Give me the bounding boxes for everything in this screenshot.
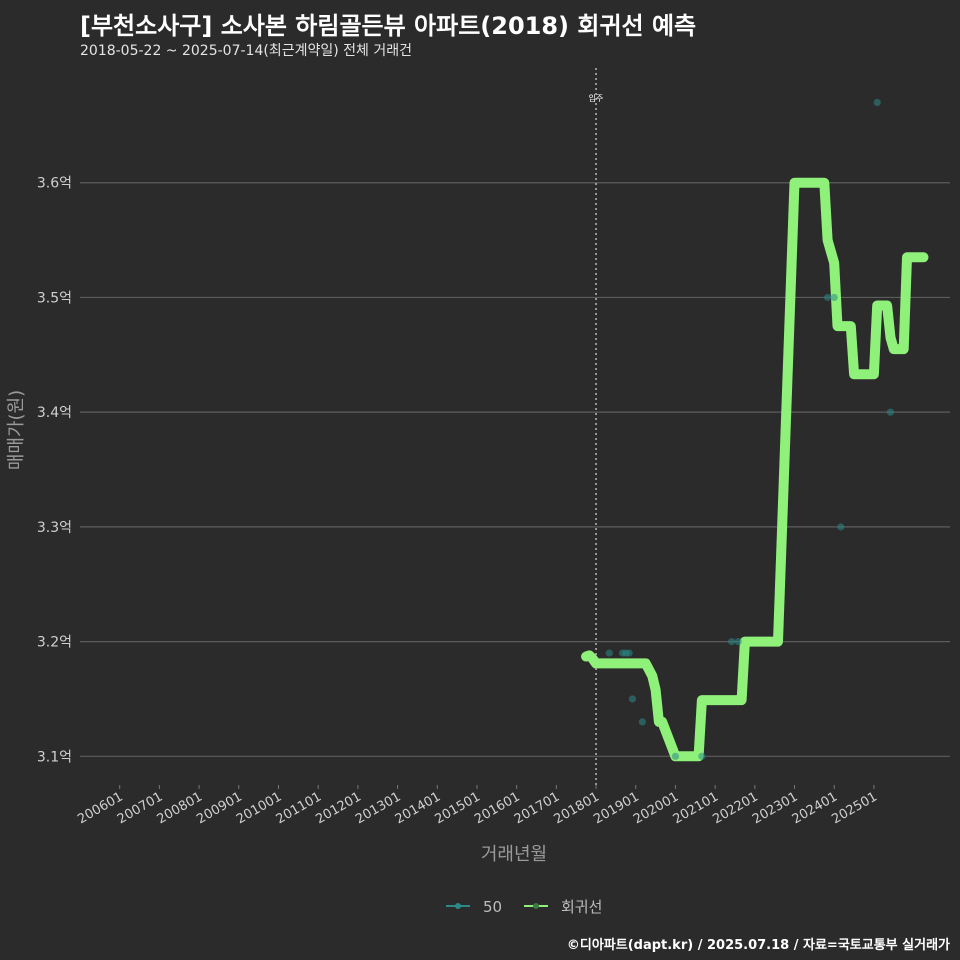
- legend-label: 50: [483, 898, 502, 916]
- scatter-point: [830, 293, 838, 302]
- legend-key-point: [533, 903, 539, 909]
- source-caption: ©디아파트(dapt.kr) / 2025.07.18 / 자료=국토교통부 실…: [566, 938, 950, 953]
- scatter-point: [698, 752, 706, 760]
- scatter-point: [837, 523, 845, 531]
- scatter-point: [605, 649, 613, 657]
- annotation-label: 입주: [589, 94, 604, 103]
- scatter-point: [671, 752, 680, 760]
- chart-subtitle: 2018-05-22 ~ 2025-07-14(최근계약일) 전체 거래건: [80, 43, 412, 59]
- scatter-point: [824, 293, 832, 302]
- legend-key-point: [455, 903, 461, 909]
- x-axis-title: 거래년월: [481, 844, 547, 865]
- scatter-point: [638, 718, 646, 726]
- scatter-point: [886, 408, 895, 416]
- regression-line: [581, 177, 929, 762]
- y-tick-label: 3.3억: [37, 520, 72, 536]
- regression-line-layer: [581, 177, 929, 762]
- scatter-point: [734, 638, 742, 646]
- y-tick-label-layer: 3.1억 3.2억 3.3억 3.4억 3.5억 3.6억: [37, 176, 72, 766]
- x-tick-label: 202501: [829, 789, 879, 827]
- y-axis-title: 매매가(원): [6, 390, 27, 470]
- y-tick-label: 3.5억: [37, 290, 72, 306]
- y-tick-label: 3.6억: [37, 176, 72, 192]
- scatter-point: [873, 98, 881, 107]
- scatter-point: [728, 638, 736, 646]
- grid-layer: [80, 182, 950, 757]
- legend: 50 회귀선: [446, 898, 602, 916]
- y-tick-label: 3.1억: [37, 749, 72, 765]
- scatter-point: [628, 695, 637, 703]
- y-tick-label: 3.4억: [37, 405, 72, 421]
- scatter-point-layer: [605, 98, 895, 760]
- annotation-layer: 입주: [589, 68, 604, 785]
- chart-title: [부천소사구] 소사본 하림골든뷰 아파트(2018) 회귀선 예측: [80, 12, 697, 40]
- y-tick-label: 3.2억: [37, 635, 72, 651]
- scatter-point: [625, 649, 633, 657]
- legend-label: 회귀선: [561, 898, 602, 916]
- x-tick-label-layer: 2006012007012008012009012010012011012012…: [75, 785, 880, 827]
